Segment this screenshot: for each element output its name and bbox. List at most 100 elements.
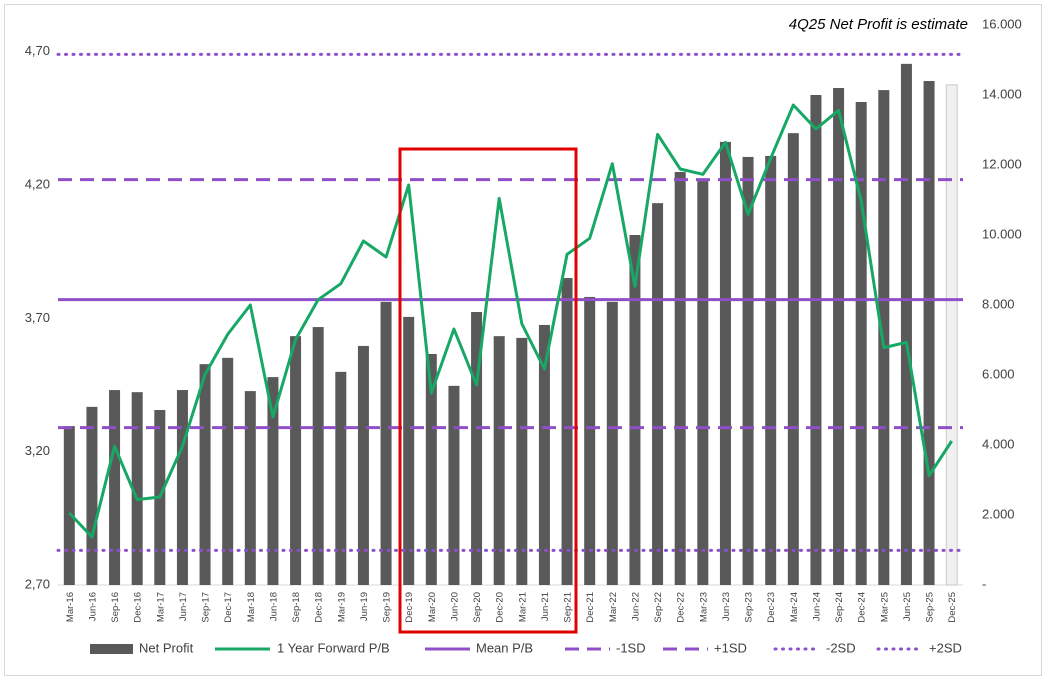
bar bbox=[923, 81, 935, 585]
y2-tick-label: 8.000 bbox=[982, 296, 1015, 311]
x-tick-label: Dec-17 bbox=[223, 592, 234, 623]
legend-label: -2SD bbox=[826, 640, 856, 655]
bar bbox=[606, 301, 618, 585]
x-tick-label: Mar-19 bbox=[336, 592, 347, 622]
bar bbox=[131, 392, 143, 585]
x-tick-label: Sep-20 bbox=[472, 592, 483, 623]
y2-tick-label: 2.000 bbox=[982, 506, 1015, 521]
x-tick-label: Jun-21 bbox=[540, 592, 551, 621]
y-tick-label: 2,70 bbox=[25, 576, 50, 591]
y2-tick-label: 10.000 bbox=[982, 226, 1022, 241]
y-tick-label: 4,70 bbox=[25, 43, 50, 58]
line bbox=[68, 103, 953, 539]
bar bbox=[86, 406, 98, 585]
x-tick-label: Dec-24 bbox=[857, 592, 868, 623]
x-tick-label: Mar-22 bbox=[608, 592, 619, 622]
bar bbox=[380, 301, 392, 585]
legend-label: Net Profit bbox=[139, 640, 194, 655]
x-tick-label: Jun-24 bbox=[811, 592, 822, 621]
x-tick-label: Dec-16 bbox=[133, 592, 144, 623]
bar bbox=[787, 133, 799, 585]
y2-tick-label: 16.000 bbox=[982, 16, 1022, 31]
legend-label: +1SD bbox=[714, 640, 747, 655]
x-tick-label: Dec-20 bbox=[495, 592, 506, 623]
x-tick-label: Jun-16 bbox=[87, 592, 98, 621]
x-tick-label: Dec-25 bbox=[947, 592, 958, 623]
x-tick-label: Jun-19 bbox=[359, 592, 370, 621]
legend-label: 1 Year Forward P/B bbox=[277, 640, 390, 655]
x-tick-label: Dec-21 bbox=[585, 592, 596, 623]
bar bbox=[697, 181, 709, 585]
bar bbox=[629, 235, 641, 585]
y-tick-label: 3,20 bbox=[25, 443, 50, 458]
x-tick-label: Mar-16 bbox=[65, 592, 76, 622]
bar bbox=[855, 102, 867, 585]
bar bbox=[222, 357, 234, 585]
bar bbox=[290, 336, 302, 585]
bar bbox=[267, 377, 279, 585]
x-tick-label: Dec-22 bbox=[676, 592, 687, 623]
legend: Net Profit 1 Year Forward P/B Mean P/B -1SD… bbox=[90, 640, 962, 655]
x-tick-label: Jun-22 bbox=[630, 592, 641, 621]
bar bbox=[176, 390, 188, 585]
x-tick-label: Sep-24 bbox=[834, 592, 845, 623]
bar bbox=[719, 141, 731, 585]
bar bbox=[584, 296, 596, 585]
x-tick-label: Sep-22 bbox=[653, 592, 664, 623]
x-tick-label: Jun-17 bbox=[178, 592, 189, 621]
legend-label: Mean P/B bbox=[476, 640, 533, 655]
bar bbox=[652, 203, 664, 585]
x-tick-label: Mar-20 bbox=[427, 592, 438, 622]
y-tick-label: 4,20 bbox=[25, 176, 50, 191]
bar bbox=[199, 364, 211, 585]
legend-label: +2SD bbox=[929, 640, 962, 655]
x-tick-label: Sep-19 bbox=[382, 592, 393, 623]
y2-tick-label: 6.000 bbox=[982, 366, 1015, 381]
bar bbox=[538, 324, 550, 585]
bar bbox=[516, 337, 528, 585]
x-tick-label: Sep-17 bbox=[201, 592, 212, 623]
annotation: 4Q25 Net Profit is estimate bbox=[789, 16, 968, 33]
bar bbox=[312, 327, 324, 585]
x-tick-label: Sep-21 bbox=[563, 592, 574, 623]
y2-tick-label: - bbox=[982, 576, 986, 591]
plot: 2,70 3,20 3,70 4,20 4,70 - 2.000 4.000 6.000 8.00… bbox=[25, 16, 1022, 622]
x-tick-label: Mar-17 bbox=[155, 592, 166, 622]
x-tick-label: Mar-23 bbox=[698, 592, 709, 622]
x-tick-label: Jun-23 bbox=[721, 592, 732, 621]
x-tick-label: Sep-23 bbox=[744, 592, 755, 623]
bar bbox=[244, 391, 256, 585]
bar bbox=[810, 95, 822, 585]
x-tick-label: Mar-25 bbox=[879, 592, 890, 622]
x-tick-label: Sep-25 bbox=[925, 592, 936, 623]
x-tick-label: Sep-18 bbox=[291, 592, 302, 623]
x-tick-label: Mar-18 bbox=[246, 592, 257, 622]
bar bbox=[878, 90, 890, 585]
x-tick-label: Jun-25 bbox=[902, 592, 913, 621]
highlight-box bbox=[398, 147, 578, 634]
bar bbox=[900, 63, 912, 586]
bar bbox=[833, 88, 845, 585]
legend-swatch bbox=[90, 644, 133, 654]
bar bbox=[425, 354, 437, 585]
x-tick-label: Dec-19 bbox=[404, 592, 415, 623]
bar bbox=[471, 312, 483, 585]
x-tick-label: Jun-18 bbox=[268, 592, 279, 621]
bar bbox=[561, 278, 573, 585]
x-tick-label: Dec-18 bbox=[314, 592, 325, 623]
y-tick-label: 3,70 bbox=[25, 310, 50, 325]
bar bbox=[765, 155, 777, 585]
x-tick-label: Dec-23 bbox=[766, 592, 777, 623]
bar bbox=[109, 390, 121, 585]
bar bbox=[742, 156, 754, 585]
bar bbox=[335, 371, 347, 585]
y2-tick-label: 14.000 bbox=[982, 86, 1022, 101]
bar bbox=[674, 172, 686, 585]
x-tick-label: Sep-16 bbox=[110, 592, 121, 623]
bar bbox=[357, 345, 369, 585]
legend-label: -1SD bbox=[616, 640, 646, 655]
bar bbox=[945, 84, 958, 586]
y2-tick-label: 12.000 bbox=[982, 156, 1022, 171]
bar bbox=[448, 385, 460, 585]
